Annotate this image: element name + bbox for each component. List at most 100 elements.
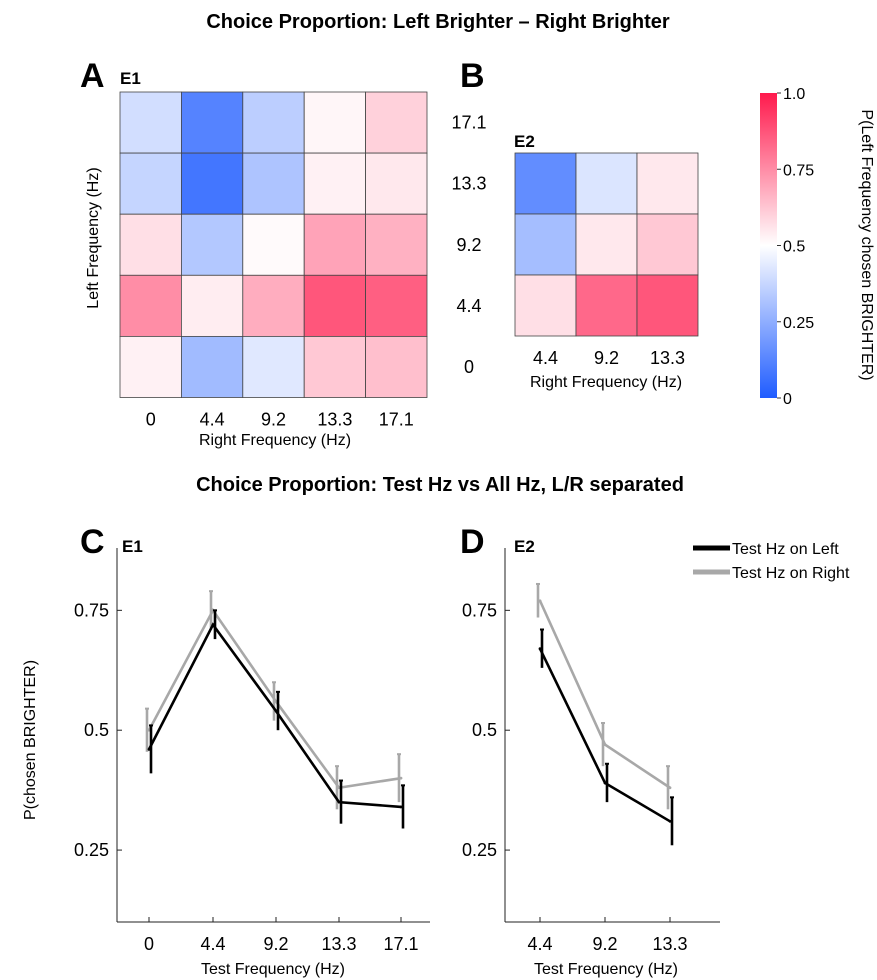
exp-label-c: E1 — [122, 537, 143, 556]
heatmap-e1-xtick: 17.1 — [379, 410, 414, 430]
colorbar-tick-label: 0 — [783, 391, 792, 408]
line-chart-e2-point — [538, 599, 542, 603]
heatmap-e2-xtick: 4.4 — [533, 348, 558, 368]
heatmap-e1-cell — [119, 152, 182, 215]
exp-label-d: E2 — [514, 537, 535, 556]
heatmap-e2-xtick: 9.2 — [594, 348, 619, 368]
heatmap-e1-cell — [303, 213, 367, 276]
line-chart-e2-xtick-label: 9.2 — [592, 934, 617, 954]
heatmap-e1-cell — [303, 91, 367, 154]
heatmap-e1-cell — [365, 274, 428, 337]
colorbar-tick-label: 0.5 — [783, 239, 805, 256]
line-chart-e2-series-right-line — [538, 600, 671, 789]
exp-label-b: E2 — [514, 132, 535, 151]
heatmap-e1-cell — [303, 335, 367, 398]
heatmap-e1: 0 4.4 9.2 13.3 17.1 17.1 13.3 9.2 4.4 0 — [119, 91, 487, 430]
heatmap-e1-cell — [242, 213, 305, 276]
colorbar-tick-label: 0.25 — [783, 315, 814, 332]
line-chart-e1-point — [399, 805, 403, 809]
line-chart-e1-ytick-label: 0.75 — [74, 600, 109, 620]
heatmap-e1-xtick: 4.4 — [200, 410, 225, 430]
line-chart-e1: 0.25 0.5 0.75 0 4.4 9.2 13.3 17.1 — [74, 548, 430, 954]
line-chart-e2-point — [538, 647, 542, 651]
heatmap-e1-cell — [365, 91, 428, 154]
line-chart-e1-xtick-label: 4.4 — [200, 934, 225, 954]
line-chart-e1-point — [399, 776, 403, 780]
heatmap-e1-cell — [180, 213, 244, 276]
heatmap-e1-cell — [180, 335, 244, 398]
heatmap-e1-cell — [180, 152, 244, 215]
heatmap-e1-xlabel: Right Frequency (Hz) — [199, 432, 351, 449]
colorbar-label: P(Left Frequency chosen BRIGHTER) — [858, 109, 875, 380]
line-chart-e1-xtick-label: 9.2 — [263, 934, 288, 954]
heatmap-e1-ytick: 17.1 — [451, 113, 486, 133]
line-chart-e2-series-left-line — [538, 648, 671, 823]
heatmap-e1-ytick: 9.2 — [456, 235, 481, 255]
heatmap-e1-cell — [303, 274, 367, 337]
top-title: Choice Proportion: Left Brighter – Right… — [206, 11, 670, 33]
line-chart-e1-ylabel: P(chosen BRIGHTER) — [22, 660, 39, 820]
heatmap-e1-cell — [303, 152, 367, 215]
heatmap-e2-cell — [575, 213, 638, 276]
line-chart-e1-ytick-label: 0.25 — [74, 840, 109, 860]
line-chart-e2-point — [603, 743, 607, 746]
line-chart-e2-point — [668, 786, 672, 790]
heatmap-e1-cell — [119, 335, 182, 398]
heatmap-e2-cell — [636, 213, 699, 276]
heatmap-e2-cell — [514, 213, 577, 276]
exp-label-a: E1 — [120, 69, 141, 88]
heatmap-e2-xlabel: Right Frequency (Hz) — [530, 374, 682, 391]
heatmap-e1-ytick: 4.4 — [456, 296, 481, 316]
heatmap-e1-cell — [242, 335, 305, 398]
heatmap-e1-cell — [365, 152, 428, 215]
line-chart-e2-point — [603, 781, 607, 785]
line-chart-e1-xtick-label: 17.1 — [383, 934, 418, 954]
line-chart-e1-point — [211, 623, 215, 627]
heatmap-e2-cell — [514, 274, 577, 337]
line-chart-e2-point — [668, 819, 672, 823]
heatmap-e1-cell — [180, 91, 244, 154]
heatmap-e2-cell — [575, 152, 638, 215]
panel-label-c: C — [80, 523, 105, 561]
line-chart-e1-ytick-label: 0.5 — [84, 720, 109, 740]
heatmap-e1-ylabel: Left Frequency (Hz) — [85, 167, 102, 308]
line-chart-e2-ytick-label: 0.75 — [462, 600, 497, 620]
legend-left-label: Test Hz on Left — [732, 541, 839, 558]
heatmap-e1-cell — [242, 152, 305, 215]
line-chart-e1-xlabel: Test Frequency (Hz) — [201, 961, 345, 978]
panel-label-a: A — [80, 57, 105, 95]
heatmap-e1-xtick: 13.3 — [317, 410, 352, 430]
colorbar-tick-label: 0.75 — [783, 162, 814, 179]
heatmap-e1-cell — [242, 274, 305, 337]
line-chart-e1-point — [274, 709, 278, 713]
panel-label-b: B — [460, 57, 485, 95]
heatmap-e1-cell — [119, 213, 182, 276]
line-chart-e2-ytick-label: 0.25 — [462, 840, 497, 860]
legend: Test Hz on Left Test Hz on Right — [693, 541, 850, 582]
colorbar-tick-label: 1.0 — [783, 86, 805, 103]
heatmap-e1-ytick: 13.3 — [451, 174, 486, 194]
heatmap-e2-xtick: 13.3 — [650, 348, 685, 368]
line-chart-e2-xtick-label: 4.4 — [527, 934, 552, 954]
line-chart-e1-point — [147, 747, 151, 751]
line-chart-e2: 0.25 0.5 0.75 4.4 9.2 13.3 — [462, 548, 720, 954]
line-chart-e2-ytick-label: 0.5 — [472, 720, 497, 740]
heatmap-e1-cell — [242, 91, 305, 154]
line-chart-e1-xtick-label: 13.3 — [321, 934, 356, 954]
heatmap-e1-xtick: 0 — [146, 410, 156, 430]
line-chart-e2-xtick-label: 13.3 — [652, 934, 687, 954]
heatmap-e1-cell — [119, 274, 182, 337]
heatmap-e1-ytick: 0 — [464, 357, 474, 377]
heatmap-e2-cell — [514, 152, 577, 215]
colorbar-gradient — [760, 93, 777, 398]
line-chart-e2-xlabel: Test Frequency (Hz) — [534, 961, 678, 978]
legend-right-label: Test Hz on Right — [732, 565, 850, 582]
heatmap-e2: 4.4 9.2 13.3 — [514, 152, 699, 368]
colorbar: 0 0.25 0.5 0.75 1.0 P(Left Frequency chosen … — [760, 86, 875, 408]
heatmap-e2-cell — [575, 274, 638, 337]
line-chart-e1-xtick-label: 0 — [144, 934, 154, 954]
line-chart-e1-point — [337, 800, 341, 804]
heatmap-e1-cell — [365, 213, 428, 276]
heatmap-e2-cell — [636, 152, 699, 215]
